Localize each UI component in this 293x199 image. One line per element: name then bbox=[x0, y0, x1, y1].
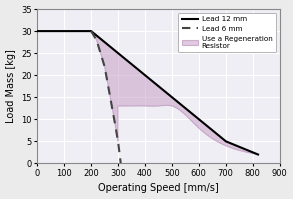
X-axis label: Operating Speed [mm/s]: Operating Speed [mm/s] bbox=[98, 183, 219, 193]
Polygon shape bbox=[91, 31, 258, 154]
Legend: Lead 12 mm, Lead 6 mm, Use a Regeneration
Resistor: Lead 12 mm, Lead 6 mm, Use a Regeneratio… bbox=[178, 13, 276, 52]
Y-axis label: Load Mass [kg]: Load Mass [kg] bbox=[6, 49, 16, 123]
